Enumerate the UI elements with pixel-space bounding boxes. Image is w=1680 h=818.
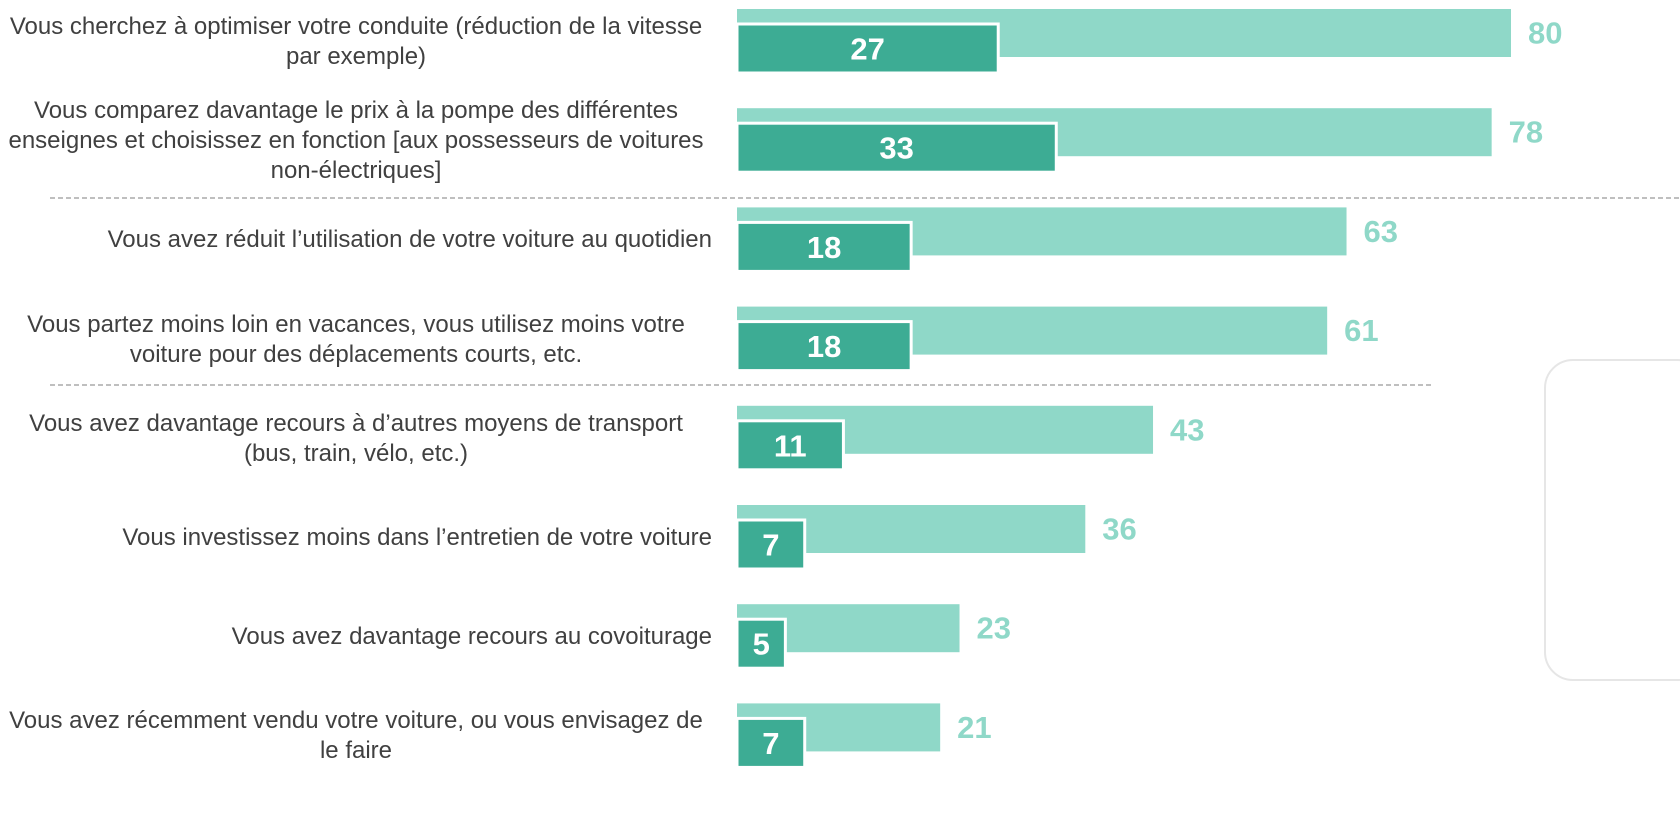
bar-sub: [735, 22, 1000, 75]
bar-sub: [735, 716, 807, 769]
value-label-total: 63: [1364, 214, 1398, 249]
category-label-box: Vous comparez davantage le prix à la pom…: [0, 91, 712, 191]
bar-sub: [735, 518, 807, 571]
category-label-box: Vous cherchez à optimiser votre conduite…: [0, 0, 712, 92]
category-label: Vous comparez davantage le prix à la pom…: [8, 97, 704, 185]
value-label-sub: 18: [807, 230, 841, 265]
category-label-box: Vous avez davantage recours à d’autres m…: [0, 389, 712, 489]
value-label-total: 21: [957, 710, 991, 745]
bar-sub: [735, 220, 913, 273]
category-label-box: Vous avez réduit l’utilisation de votre …: [0, 190, 712, 290]
value-label-sub: 33: [879, 131, 913, 166]
category-label: Vous cherchez à optimiser votre conduite…: [9, 13, 703, 70]
category-label: Vous avez davantage recours à d’autres m…: [29, 409, 683, 467]
value-label-total: 23: [977, 611, 1011, 646]
side-panel: [1544, 359, 1680, 681]
value-label-sub: 7: [762, 528, 779, 563]
value-label-sub: 11: [774, 428, 807, 463]
value-label-sub: 27: [850, 32, 884, 67]
category-label: Vous partez moins loin en vacances, vous…: [27, 310, 685, 368]
category-label: Vous avez davantage recours au covoitura…: [231, 623, 712, 651]
value-label-total: 36: [1102, 512, 1136, 547]
bar-sub: [735, 121, 1058, 174]
category-label-box: Vous investissez moins dans l’entretien …: [0, 488, 712, 588]
value-label-sub: 18: [807, 329, 841, 364]
category-label: Vous avez réduit l’utilisation de votre …: [107, 226, 712, 254]
category-label-box: Vous partez moins loin en vacances, vous…: [0, 290, 712, 390]
category-label: Vous avez récemment vendu votre voiture,…: [9, 707, 703, 765]
value-label-total: 43: [1170, 412, 1204, 447]
value-label-total: 78: [1509, 115, 1543, 150]
value-label-sub: 7: [762, 726, 779, 761]
value-label-sub: 5: [753, 627, 770, 662]
category-label: Vous investissez moins dans l’entretien …: [122, 524, 712, 551]
value-label-total: 80: [1528, 16, 1562, 51]
value-label-total: 61: [1344, 313, 1378, 348]
bar-sub: [735, 419, 845, 472]
bar-sub: [735, 320, 913, 373]
category-label-box: Vous avez davantage recours au covoitura…: [0, 587, 712, 687]
bar-sub: [735, 617, 787, 670]
category-label-box: Vous avez récemment vendu votre voiture,…: [0, 686, 712, 786]
